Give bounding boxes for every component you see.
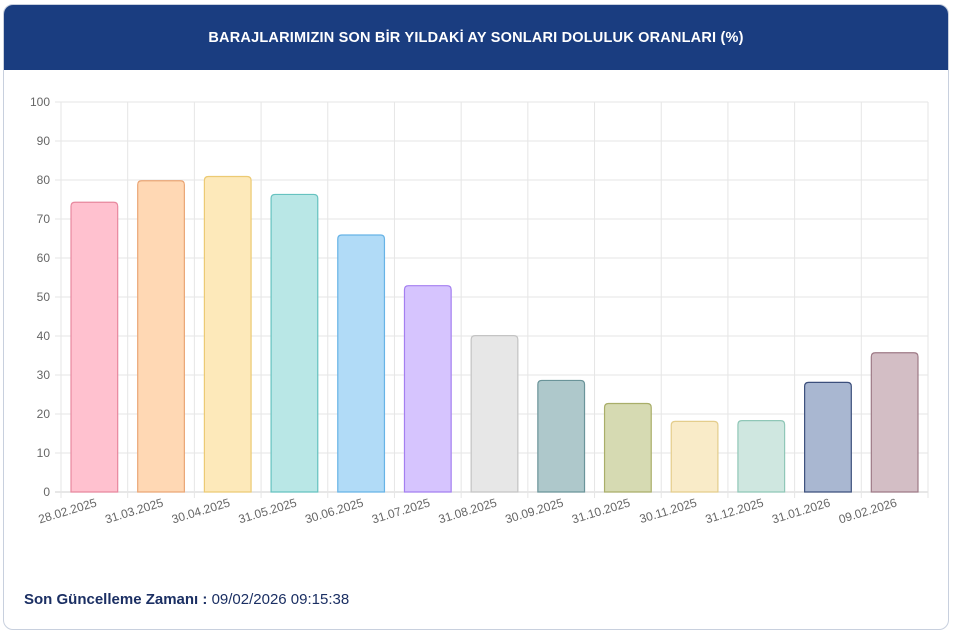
y-tick-label: 0 — [43, 485, 50, 499]
y-tick-label: 90 — [37, 134, 51, 148]
x-tick-label: 30.09.2025 — [504, 495, 566, 526]
bar — [537, 379, 586, 493]
bar — [70, 201, 119, 493]
x-tick-label: 28.02.2025 — [37, 495, 99, 526]
bar — [403, 285, 452, 493]
x-tick-label: 30.11.2025 — [638, 495, 699, 526]
bar-chart: 0 10 20 30 40 50 60 70 80 90 100 28.02.2025 31.03.20… — [30, 95, 929, 526]
bar — [270, 193, 319, 493]
y-tick-label: 100 — [30, 95, 50, 109]
y-tick-label: 40 — [37, 329, 51, 343]
bar — [603, 402, 652, 493]
bar — [137, 180, 185, 493]
x-tick-label: 31.12.2025 — [704, 495, 766, 526]
x-tick-label: 31.03.2025 — [103, 495, 165, 526]
last-update-value: 09/02/2026 09:15:38 — [211, 591, 350, 608]
y-tick-label: 50 — [37, 290, 51, 304]
x-tick-label: 31.01.2026 — [770, 495, 832, 526]
x-tick-label: 30.04.2025 — [170, 495, 232, 526]
last-update-label: Son Güncelleme Zamanı : — [24, 591, 208, 608]
y-tick-label: 70 — [37, 212, 51, 226]
x-tick-label: 09.02.2026 — [837, 495, 899, 526]
x-tick-label: 31.10.2025 — [570, 495, 632, 526]
bar — [203, 175, 252, 493]
bar — [870, 352, 919, 493]
y-tick-label: 60 — [37, 251, 51, 265]
bar — [670, 420, 719, 493]
y-tick-label: 80 — [37, 173, 51, 187]
bar — [804, 381, 852, 493]
bar — [737, 420, 786, 493]
card-header: BARAJLARIMIZIN SON BİR YILDAKİ AY SONLAR… — [4, 5, 948, 70]
bar — [470, 335, 519, 493]
bar — [337, 234, 386, 493]
y-tick-label: 30 — [37, 368, 51, 382]
x-tick-label: 30.06.2025 — [303, 495, 365, 526]
chart-card: BARAJLARIMIZIN SON BİR YILDAKİ AY SONLAR… — [3, 4, 949, 630]
x-tick-label: 31.05.2025 — [237, 495, 299, 526]
last-update: Son Güncelleme Zamanı : 09/02/2026 09:15… — [24, 591, 349, 608]
x-tick-label: 31.08.2025 — [437, 495, 499, 526]
chart-title: BARAJLARIMIZIN SON BİR YILDAKİ AY SONLAR… — [208, 29, 744, 46]
y-tick-label: 10 — [37, 446, 51, 460]
y-tick-label: 20 — [37, 407, 51, 421]
x-tick-label: 31.07.2025 — [370, 495, 432, 526]
